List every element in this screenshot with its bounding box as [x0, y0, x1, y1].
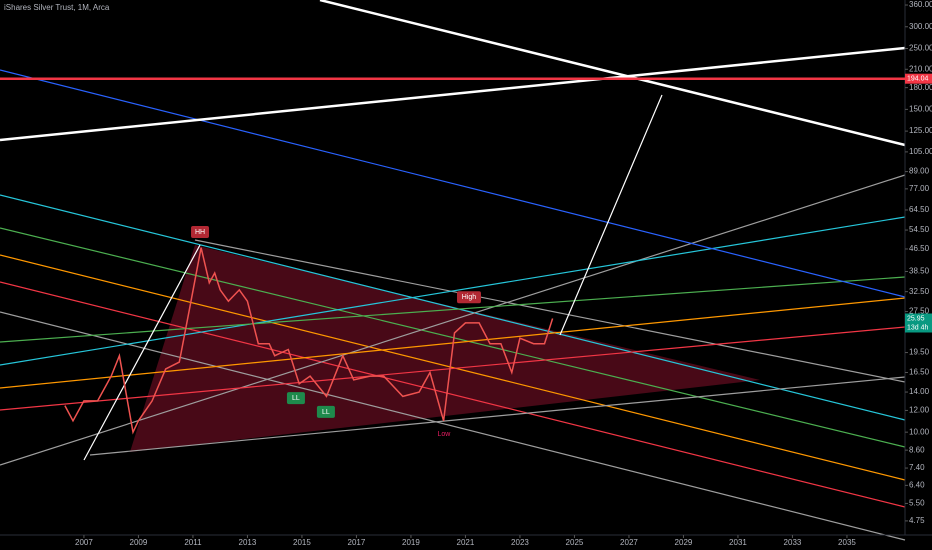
x-tick-label: 2027 [620, 538, 638, 547]
y-tick-label: 150.00 [909, 104, 932, 113]
x-tick-label: 2025 [566, 538, 584, 547]
y-tick-label: 125.00 [909, 126, 932, 135]
price-tag [905, 73, 932, 84]
y-tick-label: 6.40 [909, 480, 925, 489]
y-tick-label: 19.50 [909, 348, 930, 357]
trend-line [0, 281, 906, 508]
x-tick-label: 2035 [838, 538, 856, 547]
x-tick-label: 2015 [293, 538, 311, 547]
y-tick-label: 54.50 [909, 225, 930, 234]
y-tick-label: 4.75 [909, 516, 925, 525]
trend-line [0, 194, 906, 421]
trend-line [0, 227, 906, 448]
x-tick-label: 2017 [348, 538, 366, 547]
trend-line [319, 0, 906, 147]
y-tick-label: 250.00 [909, 44, 932, 53]
trend-line [194, 239, 906, 383]
y-tick-label: 64.50 [909, 205, 930, 214]
x-tick-label: 2019 [402, 538, 420, 547]
annotation-box [191, 226, 210, 239]
x-tick-label: 2013 [239, 538, 257, 547]
trend-line [0, 46, 906, 142]
y-tick-label: 27.50 [909, 307, 930, 316]
y-tick-label: 10.00 [909, 427, 930, 436]
x-tick-label: 2007 [75, 538, 93, 547]
x-tick-label: 2021 [457, 538, 475, 547]
annotation-label: High [462, 294, 477, 301]
chart-title: iShares Silver Trust, 1M, Arca [4, 3, 110, 12]
x-tick-label: 2009 [130, 538, 148, 547]
trend-line [0, 311, 906, 541]
y-tick-label: 12.00 [909, 406, 930, 415]
y-tick-label: 38.50 [909, 267, 930, 276]
y-tick-label: 32.50 [909, 287, 930, 296]
y-tick-label: 210.00 [909, 64, 932, 73]
x-tick-label: 2031 [729, 538, 747, 547]
trend-line [0, 326, 906, 411]
y-tick-label: 300.00 [909, 22, 932, 31]
trend-line [83, 244, 201, 461]
x-tick-label: 2011 [184, 538, 202, 547]
y-tick-label: 16.50 [909, 368, 930, 377]
last-price-tag [905, 313, 932, 333]
y-tick-label: 7.40 [909, 463, 925, 472]
trend-line [0, 174, 906, 466]
price-line [64, 247, 554, 435]
y-tick-label: 14.00 [909, 387, 930, 396]
y-tick-label: 8.60 [909, 445, 925, 454]
y-tick-label: 77.00 [909, 184, 930, 193]
countdown-label: 13d 4h [907, 324, 929, 331]
x-tick-label: 2033 [784, 538, 802, 547]
annotation-box [286, 392, 305, 405]
trend-line [559, 94, 663, 336]
annotation-box [316, 405, 335, 418]
trend-line [89, 376, 906, 456]
trend-line [0, 69, 906, 298]
annotation-label: LL [322, 409, 330, 416]
y-tick-label: 180.00 [909, 83, 932, 92]
last-price-label: 25.95 [907, 315, 925, 322]
y-tick-label: 5.50 [909, 499, 925, 508]
annotation-label: Low [437, 431, 451, 438]
annotation-label: LL [292, 395, 300, 402]
price-tag-label: 194.04 [907, 76, 929, 83]
y-tick-label: 46.50 [909, 244, 930, 253]
trend-line [0, 254, 906, 481]
trend-line [0, 276, 906, 343]
y-tick-label: 105.00 [909, 147, 932, 156]
x-tick-label: 2029 [675, 538, 693, 547]
x-tick-label: 2023 [511, 538, 529, 547]
annotation-box [456, 291, 481, 304]
annotation-label: HH [195, 229, 205, 236]
y-tick-label: 360.00 [909, 0, 932, 9]
trend-line [0, 216, 906, 366]
y-tick-label: 89.00 [909, 167, 930, 176]
